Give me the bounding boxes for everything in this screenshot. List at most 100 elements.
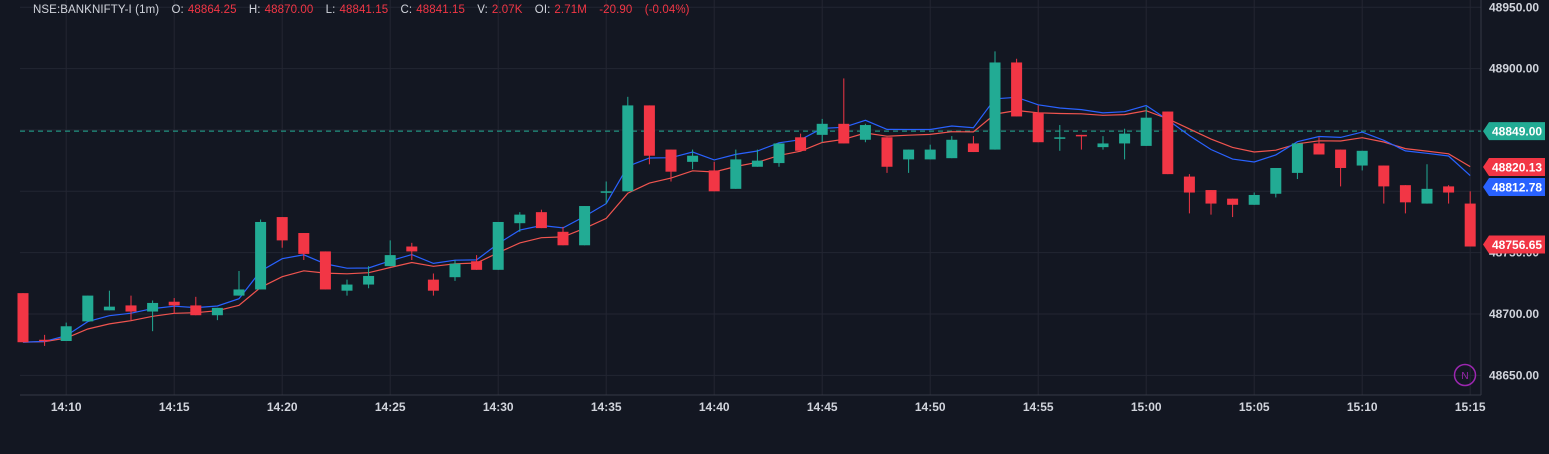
candle[interactable] [211,307,223,321]
candle[interactable] [859,123,871,143]
candle[interactable] [730,149,742,189]
x-axis-label: 15:05 [1239,400,1270,414]
volume-value: 2.07K [491,4,523,16]
symbol-label[interactable]: NSE:BANKNIFTY-I (1m) [33,4,160,16]
candle[interactable] [514,212,526,232]
candle[interactable] [1378,165,1390,204]
candle[interactable] [924,144,936,160]
candle[interactable] [751,149,763,167]
candle-body [125,305,137,312]
candle[interactable] [82,295,94,322]
candle[interactable] [341,279,353,296]
candle[interactable] [384,240,396,267]
candle-body [427,279,439,291]
x-axis-label: 14:10 [51,400,82,414]
candle[interactable] [1291,143,1303,180]
candle[interactable] [1421,164,1433,204]
open-value: 48864.25 [187,4,237,16]
candle[interactable] [773,143,785,167]
price-tag-label: 48812.78 [1492,181,1542,195]
candle[interactable] [39,334,51,346]
candle[interactable] [298,233,310,261]
candle[interactable] [1270,167,1282,198]
candle[interactable] [1032,105,1044,143]
candle[interactable] [967,136,979,153]
candle[interactable] [1162,111,1174,175]
candle-body [39,339,51,342]
news-marker[interactable]: N [1453,363,1477,387]
candle[interactable] [1443,185,1455,204]
candle[interactable] [190,296,202,316]
candle[interactable] [449,260,461,281]
candle[interactable] [1097,136,1109,150]
candle[interactable] [1075,134,1087,150]
candle[interactable] [946,136,958,159]
candle[interactable] [319,251,331,290]
candle-body [1119,133,1131,144]
candle[interactable] [795,133,807,151]
candle-body [449,263,461,278]
candle[interactable] [881,137,893,173]
candle[interactable] [276,217,288,248]
candle[interactable] [255,219,267,290]
candle-body [255,221,267,290]
candle[interactable] [1399,185,1411,214]
price-tag-bg [1483,122,1545,141]
candle[interactable] [233,271,245,296]
price-tag-label: 48756.65 [1492,238,1542,252]
candle[interactable] [1119,128,1131,160]
candle[interactable] [363,266,375,289]
candle[interactable] [147,300,159,332]
candle[interactable] [60,322,72,341]
candle[interactable] [1464,191,1476,247]
candle[interactable] [1227,198,1239,218]
candle[interactable] [103,290,115,311]
candle[interactable] [1313,137,1325,155]
candle-body [881,137,893,167]
candle[interactable] [406,242,418,261]
candle-body [341,284,353,291]
candle[interactable] [622,96,634,192]
candle[interactable] [903,149,915,173]
x-axis-label: 15:15 [1455,400,1486,414]
candle[interactable] [557,226,569,246]
candle[interactable] [816,118,828,143]
candle[interactable] [535,209,547,229]
candle[interactable] [125,295,137,321]
candle[interactable] [168,298,180,314]
candle[interactable] [1248,192,1260,205]
candle[interactable] [1205,190,1217,215]
candle[interactable] [600,181,612,204]
x-axis-label: 14:45 [807,400,838,414]
low-value: 48841.15 [339,4,389,16]
price-tag-bg [1483,178,1545,196]
candle-body [103,306,115,311]
candle[interactable] [1054,125,1066,151]
x-axis-label: 15:00 [1131,400,1162,414]
candle-body [147,302,159,312]
candle[interactable] [492,221,504,270]
candle[interactable] [687,149,699,170]
price-tag-label: 48820.13 [1492,161,1542,175]
candle[interactable] [579,206,591,246]
candle[interactable] [1140,106,1152,146]
candle[interactable] [427,273,439,296]
candle[interactable] [1335,149,1347,187]
candle[interactable] [471,255,483,270]
candle[interactable] [643,105,655,165]
candle[interactable] [17,293,29,343]
candle[interactable] [1183,174,1195,214]
candle-body [1097,143,1109,148]
candle[interactable] [989,51,1001,150]
candle[interactable] [665,149,677,182]
candle[interactable] [1356,150,1368,171]
candle[interactable] [838,78,850,144]
candle[interactable] [708,161,720,192]
candle-body [665,149,677,172]
y-axis-label: 48650.00 [1489,368,1539,382]
candle[interactable] [1011,58,1023,117]
change-value: -20.90 [599,4,633,16]
candle-body [1378,165,1390,187]
